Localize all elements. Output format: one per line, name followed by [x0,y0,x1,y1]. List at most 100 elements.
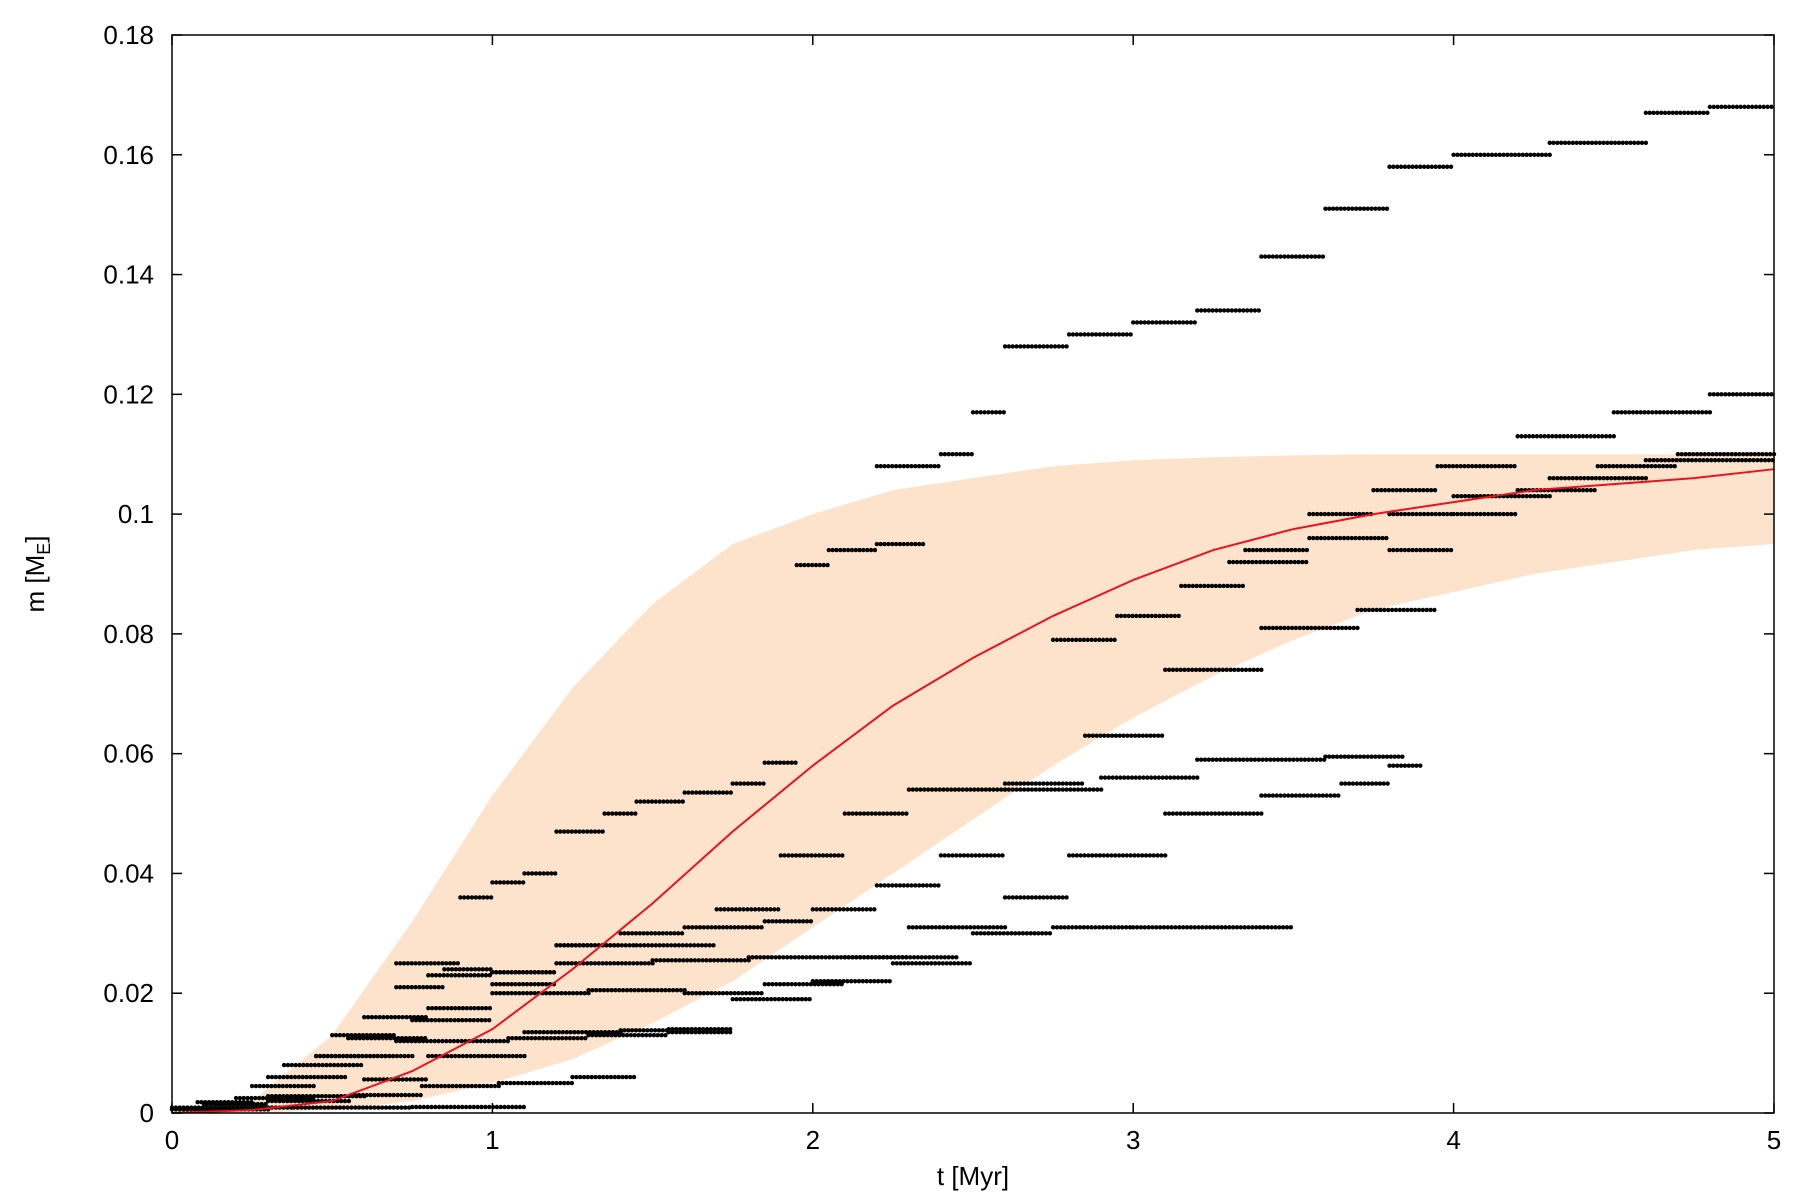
data-point [529,871,535,876]
data-point [600,829,605,834]
data-point [1441,511,1446,517]
data-point [437,1005,443,1011]
data-point [1444,547,1450,553]
data-point [1029,781,1035,786]
data-point [376,1105,381,1110]
data-segment [506,1035,588,1041]
data-point [497,991,503,996]
data-point [403,1105,408,1110]
data-point [396,1077,402,1082]
data-point [950,853,955,858]
data-point [1086,332,1091,337]
data-point [860,907,865,912]
data-point [1400,754,1405,759]
data-point [999,787,1004,792]
data-point [1263,254,1268,259]
data-point [1176,613,1181,619]
data-point [1688,410,1693,415]
data-point [1009,931,1014,936]
data-point [656,931,662,936]
data-point [1528,493,1533,499]
data-point [913,464,918,469]
data-point [1066,637,1071,643]
data-point [797,919,802,924]
data-point [391,1092,396,1098]
data-point [942,452,947,457]
data-point [540,1035,546,1041]
data-segment [1435,464,1517,469]
data-point [540,982,545,987]
data-point [952,961,957,966]
data-point [999,925,1004,930]
data-point [1125,733,1130,738]
data-point [884,955,890,960]
data-point [477,1083,482,1089]
data-point [901,883,906,888]
data-point [878,464,883,469]
data-point [1624,140,1629,145]
data-point [1270,254,1276,259]
data-point [1225,583,1230,589]
data-point [1757,104,1763,110]
data-point [454,1083,459,1089]
data-point [1251,667,1256,673]
data-point [1694,452,1700,457]
data-segment [714,907,781,912]
data-point [849,547,855,553]
data-point [573,829,578,834]
data-point [513,1104,519,1110]
data-point [368,1032,373,1038]
data-point [418,1092,423,1098]
data-point [383,1092,389,1098]
data-point [1134,925,1140,930]
data-point [1410,164,1415,169]
data-point [789,919,794,924]
data-point [460,1017,465,1023]
data-point [1221,757,1227,762]
data-point [978,410,983,415]
data-segment [522,871,558,876]
data-point [804,919,810,924]
data-point [1311,511,1316,517]
data-point [830,547,835,553]
data-point [1377,781,1383,786]
data-segment [1163,667,1264,673]
data-point [1116,853,1122,858]
data-point [728,991,733,996]
data-point [1050,925,1056,930]
data-point [1596,434,1601,439]
data-point [1418,547,1423,553]
data-segment [410,1017,492,1023]
data-point [513,982,518,987]
data-point [1328,625,1333,631]
data-segment [1451,152,1552,157]
data-point [878,541,883,547]
data-point [1500,464,1506,469]
plot-area [169,104,1777,1114]
data-point [1362,607,1368,613]
data-point [1314,511,1320,517]
data-point [1188,925,1194,930]
data-point [1738,104,1743,110]
data-point [905,883,910,888]
data-point [817,853,822,858]
data-segment [634,799,685,804]
data-point [291,1095,296,1101]
data-point [442,967,447,972]
data-point [730,781,735,786]
data-point [1018,787,1023,792]
data-segment [1066,332,1133,337]
data-point [571,1035,576,1041]
data-point [589,1074,594,1080]
data-point [501,991,507,996]
data-point [261,1083,266,1089]
data-point [525,1035,530,1041]
data-point [690,991,695,996]
data-point [609,1032,614,1038]
data-point [1210,308,1215,313]
data-point [424,961,430,966]
data-point [790,853,795,858]
data-point [486,1038,491,1044]
data-point [1607,434,1613,439]
data-point [1089,925,1094,930]
